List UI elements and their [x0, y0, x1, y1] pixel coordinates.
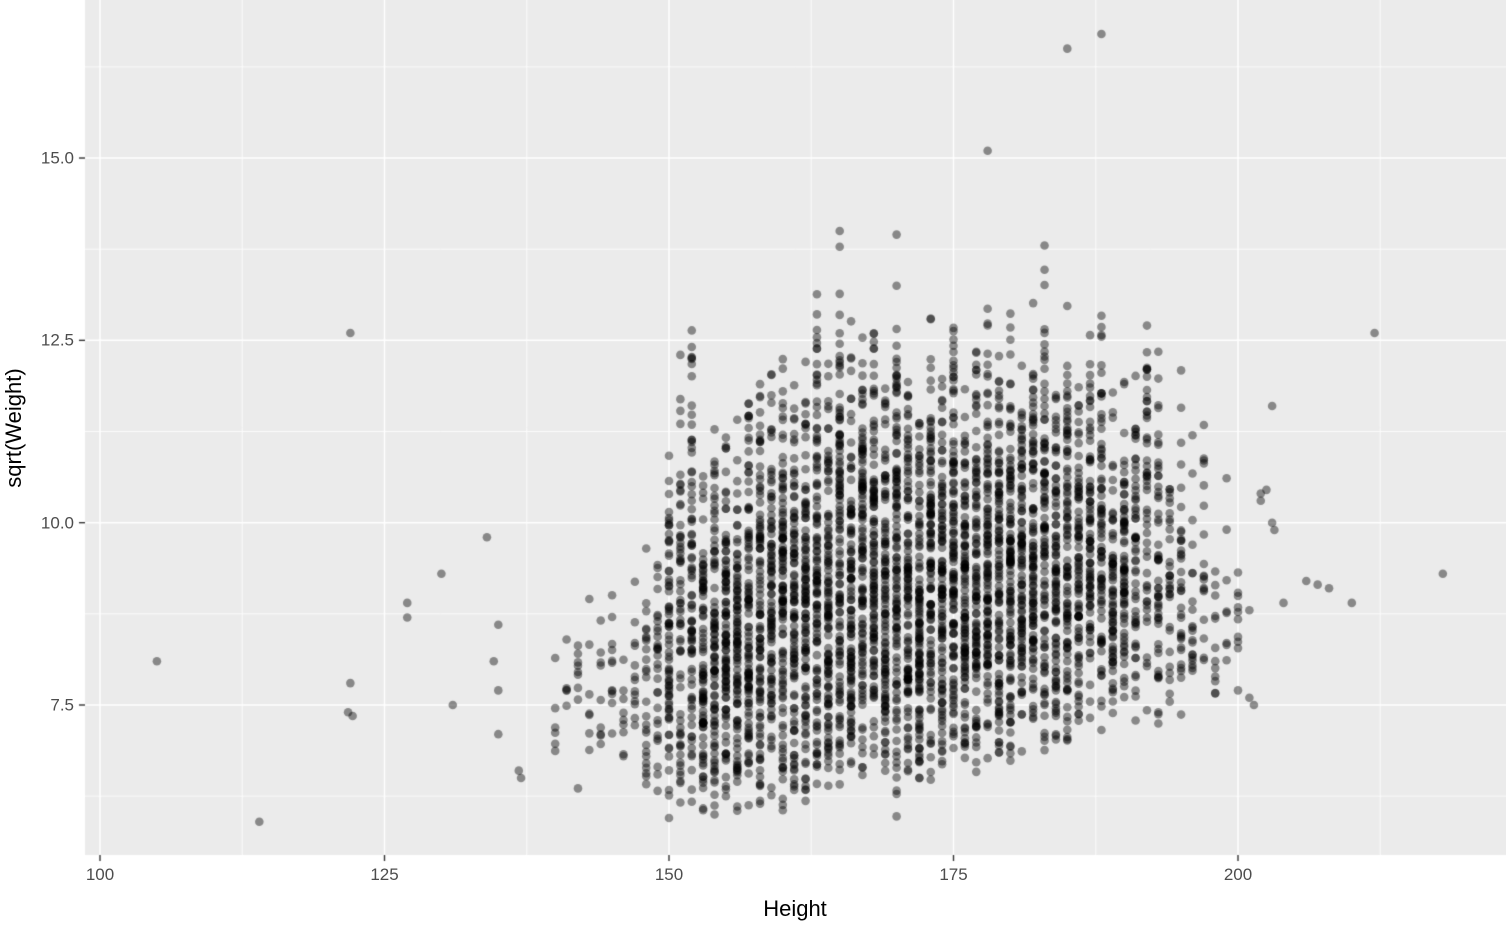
x-axis-title: Height — [763, 896, 827, 921]
x-tick-label-175: 175 — [939, 865, 968, 884]
y-tick-label-15.0: 15.0 — [40, 148, 74, 168]
x-tick-label-100: 100 — [85, 865, 115, 884]
y-tick-label-7.5: 7.5 — [50, 695, 74, 715]
x-tick-label-200: 200 — [1223, 865, 1253, 884]
y-tick-label-12.5: 12.5 — [40, 330, 74, 350]
x-tick-label-125: 125 — [370, 865, 399, 884]
y-tick-label-10.0: 10.0 — [40, 513, 74, 533]
x-tick-label-150: 150 — [654, 865, 684, 884]
y-axis-title: sqrt(Weight) — [1, 368, 26, 488]
